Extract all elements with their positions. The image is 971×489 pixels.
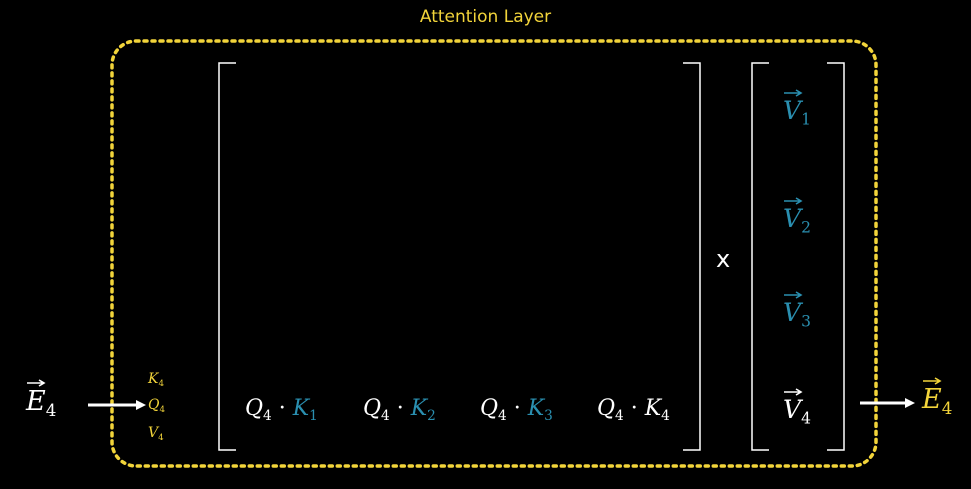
key-vector-symbol: K xyxy=(148,371,159,387)
value-vector-3-symbol-wrap: V xyxy=(783,291,803,327)
vector-arrow-icon xyxy=(923,377,942,385)
score-key-index: 3 xyxy=(544,407,553,424)
output-embedding-vector: E xyxy=(922,377,942,415)
value-vector-3: V3 xyxy=(783,291,811,331)
score-key-symbol: K xyxy=(410,396,428,421)
vector-arrow-icon xyxy=(27,379,46,387)
dot-operator: · xyxy=(630,396,638,421)
score-key-symbol: K xyxy=(644,396,662,421)
key-vector-index: 4 xyxy=(158,379,164,390)
query-vector-symbol: Q xyxy=(148,397,160,413)
score-query-symbol: Q xyxy=(597,396,616,421)
value-vector-2: V2 xyxy=(783,197,811,237)
score-query-symbol: Q xyxy=(480,396,499,421)
score-key-symbol: K xyxy=(292,396,310,421)
score-q4-k2: Q4 · K2 xyxy=(363,398,436,423)
value-vector-label: V4 xyxy=(148,426,164,443)
query-vector-index: 4 xyxy=(159,405,166,416)
input-embedding-index: 4 xyxy=(45,399,57,420)
score-query-index: 4 xyxy=(263,407,272,424)
score-query-index: 4 xyxy=(615,407,624,424)
dot-operator: · xyxy=(513,396,521,421)
value-vector-3-index: 3 xyxy=(801,312,811,331)
key-vector-label: K4 xyxy=(148,372,164,389)
score-key-symbol: K xyxy=(527,396,545,421)
vector-arrow-icon xyxy=(784,388,803,396)
value-vector-1-index: 1 xyxy=(801,110,811,129)
value-vector-4-symbol: V xyxy=(783,395,802,424)
value-vector-2-index: 2 xyxy=(801,218,811,237)
output-embedding-symbol: E xyxy=(922,384,942,415)
value-vector-1: V1 xyxy=(783,89,811,129)
score-matrix-left-bracket xyxy=(218,62,236,451)
value-vector-2-symbol-wrap: V xyxy=(783,197,803,233)
value-vector-4-symbol-wrap: V xyxy=(783,388,803,424)
score-q4-k3: Q4 · K3 xyxy=(480,398,553,423)
layer-title: Attention Layer xyxy=(419,7,552,27)
score-key-index: 1 xyxy=(309,407,318,424)
dot-operator: · xyxy=(278,396,286,421)
input-embedding: E4 xyxy=(26,379,57,420)
value-vector-left-bracket xyxy=(751,62,769,451)
value-vector-4-index: 4 xyxy=(801,409,811,428)
input-embedding-symbol: E xyxy=(26,386,46,417)
vector-arrow-icon xyxy=(784,89,803,97)
multiply-symbol: x xyxy=(716,245,731,273)
score-query-index: 4 xyxy=(498,407,507,424)
value-vector-1-symbol: V xyxy=(783,96,802,125)
score-key-index: 2 xyxy=(427,407,436,424)
vector-arrow-icon xyxy=(784,197,803,205)
input-embedding-vector: E xyxy=(26,379,46,417)
score-q4-k4: Q4 · K4 xyxy=(597,398,670,423)
value-vector-index: 4 xyxy=(158,433,164,444)
score-query-index: 4 xyxy=(381,407,390,424)
vector-arrow-icon xyxy=(784,291,803,299)
score-key-index: 4 xyxy=(661,407,670,424)
score-query-symbol: Q xyxy=(245,396,264,421)
value-vector-right-bracket xyxy=(827,62,845,451)
value-vector-2-symbol: V xyxy=(783,204,802,233)
value-vector-4: V4 xyxy=(783,388,811,428)
score-q4-k1: Q4 · K1 xyxy=(245,398,318,423)
score-matrix-right-bracket xyxy=(683,62,701,451)
value-vector-3-symbol: V xyxy=(783,298,802,327)
score-query-symbol: Q xyxy=(363,396,382,421)
query-vector-label: Q4 xyxy=(148,398,165,415)
value-vector-1-symbol-wrap: V xyxy=(783,89,803,125)
dot-operator: · xyxy=(396,396,404,421)
value-vector-symbol: V xyxy=(148,425,159,441)
output-embedding: E4 xyxy=(922,377,953,418)
output-embedding-index: 4 xyxy=(941,397,953,418)
